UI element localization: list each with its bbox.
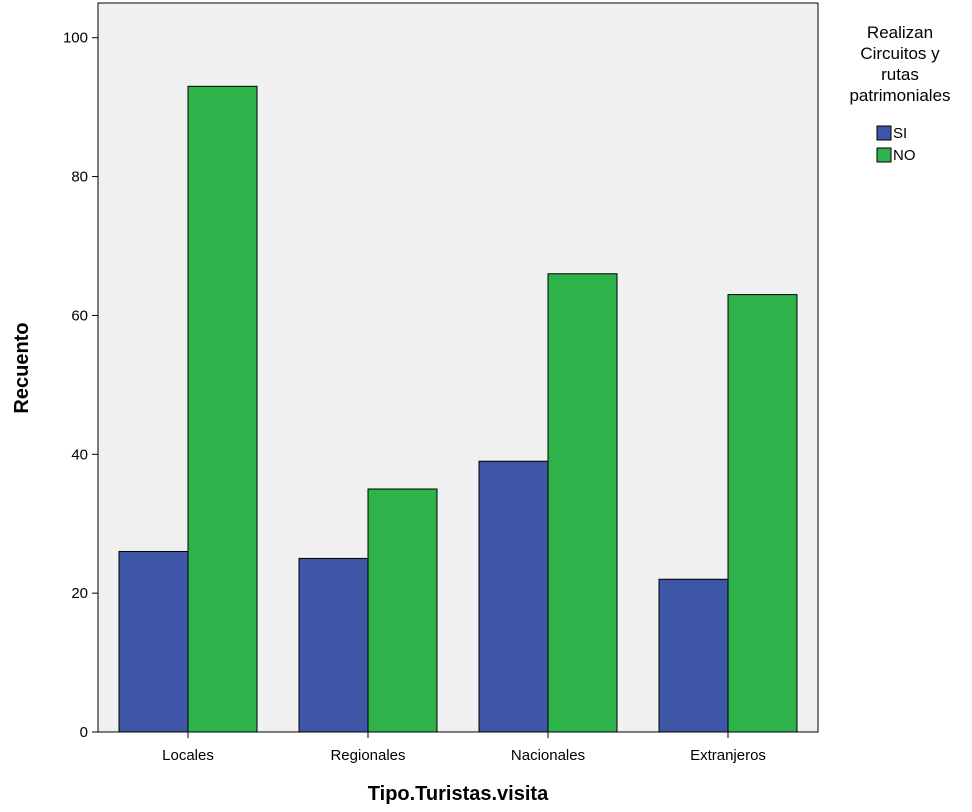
legend: Realizan Circuitos y rutas patrimoniales… — [849, 23, 950, 164]
y-tick-label: 40 — [71, 446, 88, 463]
bar-no-locales — [187, 85, 258, 733]
legend-title-line-1: Realizan — [867, 23, 933, 42]
bar-si-locales — [118, 550, 189, 733]
bar-no-nacionales — [547, 273, 618, 733]
x-axis-title: Tipo.Turistas.visita — [368, 783, 549, 805]
legend-swatch-no — [876, 147, 892, 163]
y-axis: 0 20 40 60 80 100 — [63, 30, 98, 741]
y-axis-title: Recuento — [11, 322, 33, 413]
y-tick-label: 20 — [71, 585, 88, 602]
y-tick-label: 0 — [80, 724, 88, 741]
x-tick-label: Extranjeros — [690, 747, 766, 764]
legend-swatch-si — [876, 125, 892, 141]
bars — [118, 85, 798, 733]
bar-no-extranjeros — [727, 294, 798, 733]
bar-si-extranjeros — [658, 578, 729, 733]
legend-label-si: SI — [893, 125, 907, 142]
bar-si-nacionales — [478, 460, 549, 733]
y-tick-label: 80 — [71, 169, 88, 186]
x-axis: Locales Regionales Nacionales Extranjeros — [162, 732, 766, 764]
legend-label-no: NO — [893, 147, 916, 164]
bar-si-regionales — [298, 557, 369, 733]
y-tick-label: 60 — [71, 307, 88, 324]
legend-title-line-3: rutas — [881, 65, 919, 84]
y-tick-label: 100 — [63, 30, 88, 47]
x-tick-label: Regionales — [330, 747, 405, 764]
legend-title-line-4: patrimoniales — [849, 86, 950, 105]
x-tick-label: Nacionales — [511, 747, 585, 764]
x-tick-label: Locales — [162, 747, 214, 764]
legend-title-line-2: Circuitos y — [860, 44, 940, 63]
bar-no-regionales — [367, 488, 438, 733]
